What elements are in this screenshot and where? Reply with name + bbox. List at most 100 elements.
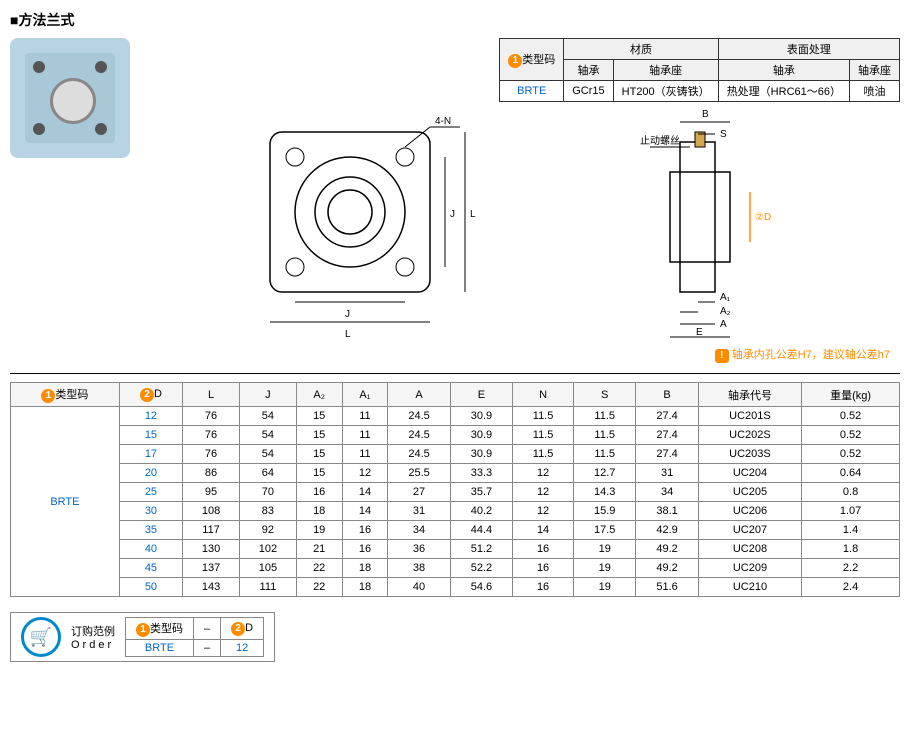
dt-cell: 16: [342, 540, 388, 559]
dt-header: N: [513, 383, 574, 407]
dt-cell: 76: [183, 426, 240, 445]
dt-cell: 22: [296, 559, 342, 578]
dt-cell: 11.5: [513, 407, 574, 426]
dt-cell: 22: [296, 578, 342, 597]
spec-code: BRTE: [500, 81, 564, 102]
dt-header: A: [388, 383, 450, 407]
dt-cell: 21: [296, 540, 342, 559]
dt-cell: 11.5: [513, 445, 574, 464]
dt-cell: 30.9: [450, 407, 512, 426]
dt-cell: 24.5: [388, 445, 450, 464]
dt-cell: 11.5: [513, 426, 574, 445]
table-row: 5014311122184054.6161951.6UC2102.4: [11, 578, 900, 597]
dt-header: L: [183, 383, 240, 407]
spec-th-surface: 表面处理: [718, 39, 899, 60]
dt-cell: 30: [119, 502, 182, 521]
dt-cell: 45: [119, 559, 182, 578]
dt-cell: 51.6: [636, 578, 698, 597]
dt-cell: 12: [119, 407, 182, 426]
dt-cell: UC206: [698, 502, 801, 521]
dt-cell: 31: [636, 464, 698, 483]
dt-cell: 70: [239, 483, 296, 502]
dt-cell: 15: [296, 426, 342, 445]
dt-cell: 24.5: [388, 407, 450, 426]
dt-cell: 76: [183, 445, 240, 464]
dt-cell: 15: [119, 426, 182, 445]
dt-cell: 14: [513, 521, 574, 540]
dt-cell: 111: [239, 578, 296, 597]
flange-shape: [25, 53, 115, 143]
dt-cell: 14: [342, 483, 388, 502]
spec-th-housing: 轴承座: [613, 60, 718, 81]
dt-cell: 0.64: [802, 464, 900, 483]
order-th-d: 2D: [221, 618, 264, 640]
dt-cell: 35.7: [450, 483, 512, 502]
dt-cell: 54: [239, 445, 296, 464]
badge-1-icon: 1: [508, 54, 522, 68]
svg-text:A: A: [720, 319, 727, 330]
table-row: BRTE127654151124.530.911.511.527.4UC201S…: [11, 407, 900, 426]
dt-type-code: BRTE: [11, 407, 120, 597]
dt-cell: 42.9: [636, 521, 698, 540]
spec-bearing-surf: 热处理（HRC61～66）: [718, 81, 849, 102]
dt-cell: 18: [342, 559, 388, 578]
dt-cell: 17.5: [574, 521, 636, 540]
spec-and-diagram: 1类型码 材质 表面处理 轴承 轴承座 轴承 轴承座 BRTE GCr15 HT…: [140, 38, 900, 363]
order-label: 订购范例 Order: [71, 623, 115, 651]
dt-cell: 36: [388, 540, 450, 559]
dt-cell: 1.8: [802, 540, 900, 559]
top-section: 1类型码 材质 表面处理 轴承 轴承座 轴承 轴承座 BRTE GCr15 HT…: [10, 38, 900, 374]
dt-cell: 76: [183, 407, 240, 426]
dt-cell: 27.4: [636, 407, 698, 426]
svg-text:A₂: A₂: [720, 306, 731, 317]
dt-cell: 12: [513, 502, 574, 521]
dt-cell: 11.5: [574, 407, 636, 426]
spec-housing-surf: 喷油: [850, 81, 900, 102]
svg-text:L: L: [345, 329, 351, 340]
svg-text:S: S: [720, 129, 727, 140]
dt-cell: 49.2: [636, 540, 698, 559]
dt-cell: 12: [513, 483, 574, 502]
dt-cell: 2.4: [802, 578, 900, 597]
dt-cell: 25: [119, 483, 182, 502]
dt-cell: UC202S: [698, 426, 801, 445]
dt-header: A₁: [342, 383, 388, 407]
dt-cell: 11.5: [574, 426, 636, 445]
dt-header: 2D: [119, 383, 182, 407]
dt-cell: 64: [239, 464, 296, 483]
dt-cell: 92: [239, 521, 296, 540]
dt-cell: 44.4: [450, 521, 512, 540]
dt-cell: 15: [296, 445, 342, 464]
dt-cell: 52.2: [450, 559, 512, 578]
dt-cell: 25.5: [388, 464, 450, 483]
svg-text:J: J: [345, 309, 350, 320]
dt-cell: UC205: [698, 483, 801, 502]
dt-cell: 16: [513, 559, 574, 578]
dt-header: 1类型码: [11, 383, 120, 407]
diagram-area: 4-N J L J L 止动螺丝 B S ②: [140, 102, 900, 342]
dt-cell: 27.4: [636, 445, 698, 464]
order-table: 1类型码 – 2D BRTE – 12: [125, 617, 264, 657]
table-row: 4013010221163651.2161949.2UC2081.8: [11, 540, 900, 559]
dt-cell: 2.2: [802, 559, 900, 578]
dt-cell: 15.9: [574, 502, 636, 521]
side-view-diagram: 止动螺丝 B S ②D A₁ A₂ A E: [620, 102, 820, 342]
dt-cell: 0.52: [802, 426, 900, 445]
dt-cell: 1.4: [802, 521, 900, 540]
dt-cell: 16: [513, 578, 574, 597]
dt-cell: 102: [239, 540, 296, 559]
dt-cell: 34: [636, 483, 698, 502]
svg-text:E: E: [696, 327, 703, 338]
order-dash2: –: [194, 640, 221, 657]
spec-th-type: 1类型码: [500, 39, 564, 81]
page-title: ■方法兰式: [10, 10, 900, 30]
order-example: 🛒 订购范例 Order 1类型码 – 2D BRTE – 12: [10, 612, 275, 662]
dt-cell: UC208: [698, 540, 801, 559]
dt-cell: 33.3: [450, 464, 512, 483]
dt-header: S: [574, 383, 636, 407]
dt-cell: 86: [183, 464, 240, 483]
svg-text:②D: ②D: [755, 212, 771, 223]
svg-text:4-N: 4-N: [435, 116, 451, 127]
table-row: 351179219163444.41417.542.9UC2071.4: [11, 521, 900, 540]
dt-cell: 50: [119, 578, 182, 597]
